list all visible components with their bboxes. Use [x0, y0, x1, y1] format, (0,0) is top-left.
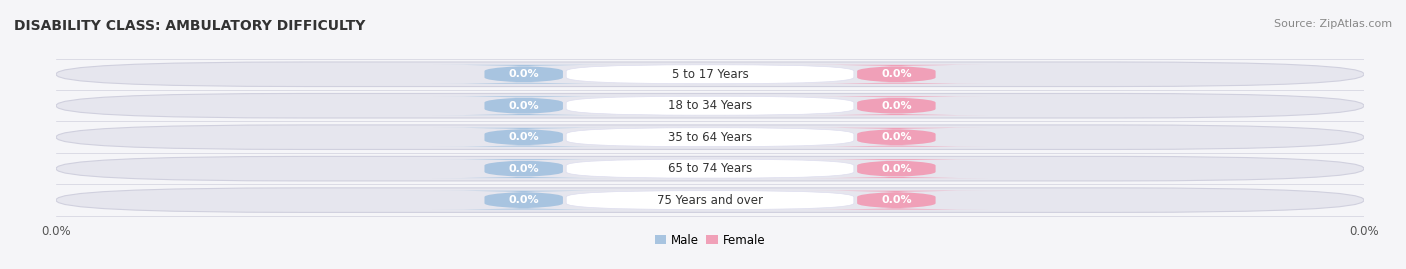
FancyBboxPatch shape: [432, 96, 616, 115]
Text: 35 to 64 Years: 35 to 64 Years: [668, 131, 752, 144]
FancyBboxPatch shape: [804, 128, 988, 147]
FancyBboxPatch shape: [56, 93, 1364, 118]
FancyBboxPatch shape: [567, 65, 853, 84]
Text: 0.0%: 0.0%: [882, 132, 911, 142]
FancyBboxPatch shape: [567, 191, 853, 210]
Text: 5 to 17 Years: 5 to 17 Years: [672, 68, 748, 81]
FancyBboxPatch shape: [804, 96, 988, 115]
Text: Source: ZipAtlas.com: Source: ZipAtlas.com: [1274, 19, 1392, 29]
FancyBboxPatch shape: [804, 159, 988, 178]
FancyBboxPatch shape: [567, 128, 853, 147]
Text: 0.0%: 0.0%: [509, 132, 538, 142]
Text: 0.0%: 0.0%: [882, 101, 911, 111]
FancyBboxPatch shape: [804, 191, 988, 210]
Text: 75 Years and over: 75 Years and over: [657, 194, 763, 207]
Text: 65 to 74 Years: 65 to 74 Years: [668, 162, 752, 175]
Text: 0.0%: 0.0%: [509, 164, 538, 174]
FancyBboxPatch shape: [432, 191, 616, 210]
Text: 0.0%: 0.0%: [882, 69, 911, 79]
FancyBboxPatch shape: [56, 62, 1364, 87]
Text: DISABILITY CLASS: AMBULATORY DIFFICULTY: DISABILITY CLASS: AMBULATORY DIFFICULTY: [14, 19, 366, 33]
FancyBboxPatch shape: [804, 65, 988, 84]
FancyBboxPatch shape: [432, 128, 616, 147]
FancyBboxPatch shape: [567, 96, 853, 115]
FancyBboxPatch shape: [56, 188, 1364, 213]
Text: 0.0%: 0.0%: [882, 164, 911, 174]
FancyBboxPatch shape: [432, 159, 616, 178]
Text: 0.0%: 0.0%: [509, 69, 538, 79]
FancyBboxPatch shape: [567, 159, 853, 178]
Text: 0.0%: 0.0%: [882, 195, 911, 205]
Text: 18 to 34 Years: 18 to 34 Years: [668, 99, 752, 112]
FancyBboxPatch shape: [56, 125, 1364, 150]
Text: 0.0%: 0.0%: [509, 195, 538, 205]
FancyBboxPatch shape: [56, 156, 1364, 181]
FancyBboxPatch shape: [432, 65, 616, 84]
Text: 0.0%: 0.0%: [509, 101, 538, 111]
Legend: Male, Female: Male, Female: [650, 229, 770, 251]
